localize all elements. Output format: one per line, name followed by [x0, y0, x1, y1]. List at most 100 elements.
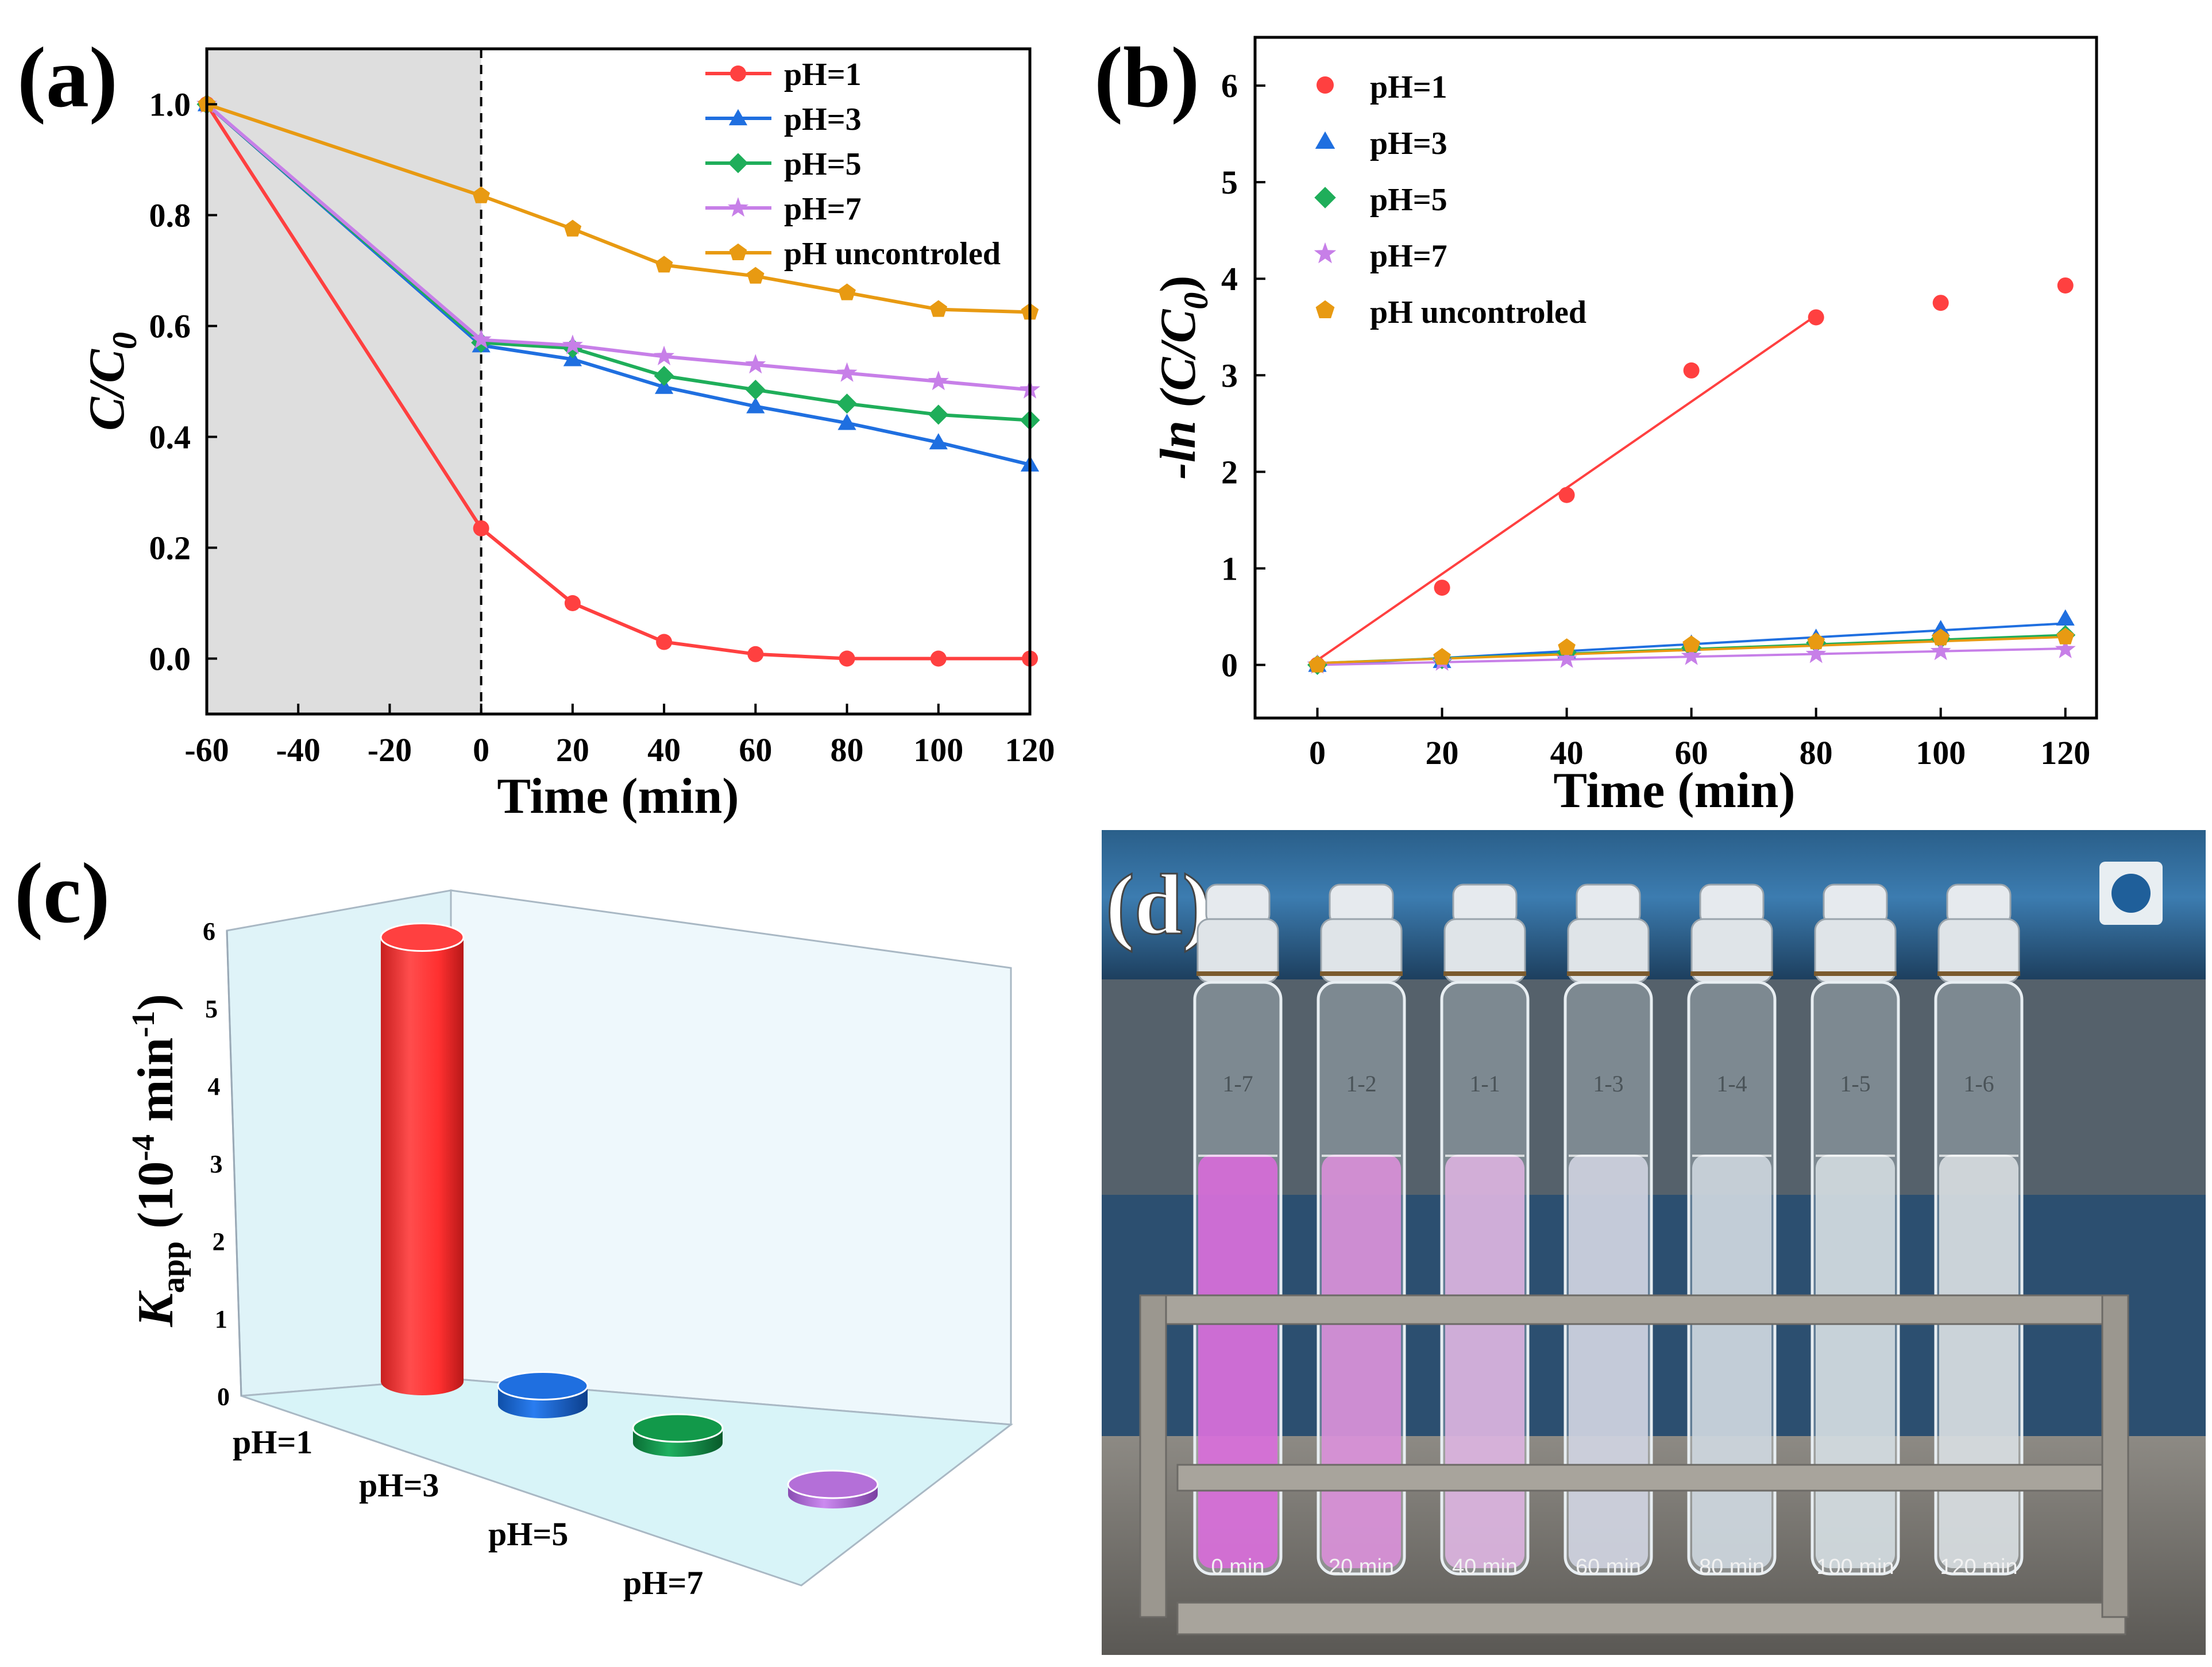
- panel-a-legend-label: pH=3: [784, 102, 862, 137]
- panel-a-x-tick-label: -40: [276, 731, 321, 769]
- panel-a-x-tick-label: -60: [184, 731, 229, 769]
- panel-c-bar-top: [497, 1371, 589, 1400]
- panel-c-y-axis-title-sub: app: [156, 1241, 191, 1293]
- panel-b-legend-marker: [1315, 300, 1335, 318]
- rack-top-rail: [1139, 1294, 2129, 1325]
- panel-b-legend-label: pH=3: [1370, 126, 1447, 161]
- panel-c-y-axis-title-close: ): [128, 994, 184, 1010]
- panel-b-y-axis-title-main: -ln (C/C: [1151, 308, 1206, 479]
- panel-a-data-point: [470, 329, 492, 349]
- panel-c-back-wall: [450, 889, 1012, 1426]
- panel-a-data-point: [472, 186, 490, 203]
- tube-handwritten-mark: 1-4: [1716, 1071, 1747, 1097]
- tube-handwritten-mark: 1-5: [1840, 1071, 1870, 1097]
- panel-a-x-tick-label: 40: [647, 731, 681, 769]
- panel-b-x-tick-label: 120: [2040, 734, 2090, 771]
- tube-handwritten-mark: 1-3: [1593, 1071, 1623, 1097]
- panel-a-y-tick-label: 0.4: [149, 419, 191, 456]
- panel-b-data-point: [2056, 609, 2075, 626]
- panel-c-y-axis-title-sup2: -1: [126, 1010, 161, 1037]
- panel-b-x-tick-label: 40: [1550, 734, 1584, 771]
- panel-b-x-tick-label: 0: [1309, 734, 1326, 771]
- panel-b-legend-label: pH uncontroled: [1370, 295, 1586, 330]
- panel-c-y-tick-label: 1: [215, 1305, 227, 1333]
- panel-c-category-label: pH=5: [488, 1515, 568, 1553]
- panel-b-legend-label: pH=1: [1370, 70, 1447, 105]
- panel-a-y-tick-label: 0.6: [149, 308, 191, 345]
- panel-c-bar-top: [787, 1469, 879, 1499]
- panel-a-x-tick-label: -20: [368, 731, 412, 769]
- tube-liquid: [1816, 1155, 1895, 1568]
- tube-handwritten-mark: 1-7: [1222, 1071, 1253, 1097]
- panel-a-x-tick-label: 120: [1005, 731, 1055, 769]
- tube-time-label: 60 min: [1576, 1555, 1641, 1579]
- tube-liquid: [1939, 1155, 2018, 1568]
- panel-a-legend-marker: [730, 65, 746, 82]
- panel-c-category-label: pH=1: [233, 1423, 312, 1461]
- panel-b-data-point: [1308, 655, 1326, 673]
- panel-letter-c: (c): [14, 846, 110, 941]
- panel-b-x-tick-label: 20: [1426, 734, 1459, 771]
- panel-a-data-point: [929, 300, 948, 317]
- panel-c-bar-top: [632, 1413, 724, 1443]
- panel-a-legend-label: pH=5: [784, 146, 862, 182]
- tube-time-label: 0 min: [1211, 1555, 1265, 1579]
- panel-b-data-point: [1681, 645, 1702, 665]
- photo-back-wall: [1102, 830, 2206, 979]
- panel-a-y-tick-label: 0.0: [149, 640, 191, 678]
- tube-liquid: [1198, 1155, 1277, 1568]
- panel-a-data-point: [564, 595, 581, 611]
- panel-b-y-tick-label: 0: [1221, 647, 1238, 684]
- panel-b-chart: 0 20 40 60 80 100 120 0 1 2 3 4 5 6 Time (min) -ln (C…: [1151, 36, 2098, 819]
- panel-a-data-point: [563, 219, 582, 237]
- panel-a-legend-label: pH=1: [784, 57, 862, 92]
- panel-c-y-axis-title-unit: min: [128, 1037, 184, 1135]
- tube-time-label: 40 min: [1452, 1555, 1518, 1579]
- panel-c-y-tick-label: 0: [217, 1383, 230, 1411]
- panel-b-y-tick-label: 2: [1221, 453, 1238, 491]
- panel-a-legend-label: pH uncontroled: [784, 236, 1001, 272]
- panel-c-bar-0: [380, 923, 465, 1395]
- panel-a-chart: -60 -40 -20 0 20 40 60 80 100 120 0.0 0.2 0.4 0.6 0.8 1…: [79, 47, 1055, 824]
- panel-b-data-point: [1682, 635, 1700, 653]
- panel-b-data-point: [2057, 277, 2074, 294]
- panel-a-legend-label: pH=7: [784, 191, 862, 227]
- panel-a-data-point: [655, 256, 673, 273]
- panel-b-legend-marker: [1314, 242, 1337, 264]
- panel-c-bar-body: [381, 937, 464, 1395]
- panel-a-data-point: [747, 267, 765, 284]
- panel-a-y-tick-label: 1.0: [149, 86, 191, 124]
- tube-liquid: [1445, 1155, 1524, 1568]
- panel-b-data-point: [1558, 487, 1575, 503]
- panel-c-y-tick-label: 4: [207, 1072, 220, 1101]
- panel-c-y-tick-label: 5: [205, 995, 218, 1023]
- test-tube-0: 1-7: [1193, 883, 1283, 1576]
- photo-sign-icon: [2111, 874, 2151, 913]
- panel-b-data-point: [1434, 580, 1450, 596]
- tube-handwritten-mark: 1-1: [1469, 1071, 1500, 1097]
- panel-c-category-label: pH=7: [623, 1564, 703, 1602]
- panel-b-legend-label: pH=7: [1370, 238, 1447, 274]
- panel-b-plot-frame: [1253, 36, 2098, 720]
- panel-a-legend-marker: [729, 243, 747, 260]
- panel-a-data-point: [562, 334, 583, 354]
- panel-b-y-tick-label: 5: [1221, 164, 1238, 201]
- panel-letter-b: (b): [1094, 30, 1199, 125]
- panel-a-legend-marker: [728, 109, 748, 126]
- panel-a-y-axis-title-sub: 0: [106, 332, 144, 349]
- panel-c-y-axis: [226, 930, 242, 1396]
- panel-b-legend: pH=1 pH=3 pH=5 pH=7 pH uncontroled: [1314, 70, 1586, 330]
- panel-b-data-point: [1930, 640, 1951, 661]
- panel-a-legend-marker: [728, 197, 748, 217]
- panel-a-y-tick-label: 0.2: [149, 530, 191, 567]
- panel-b-x-tick-label: 60: [1675, 734, 1708, 771]
- tube-handwritten-mark: 1-6: [1963, 1071, 1994, 1097]
- panel-a-data-point: [746, 397, 765, 414]
- panel-b-y-tick-label: 3: [1221, 357, 1238, 394]
- panel-a-data-point: [836, 362, 858, 382]
- panel-a-shaded-region: [207, 49, 481, 714]
- panel-c-y-axis-title-sup: -4: [126, 1135, 161, 1162]
- panel-a-y-axis-title-main: C/C: [79, 349, 135, 431]
- panel-b-y-tick-label: 4: [1221, 260, 1238, 298]
- panel-c-chart: 0 1 2 3 4 5 6 pH=1 pH=3 pH=5 pH=7 Kapp (10-4 min-…: [126, 889, 1013, 1602]
